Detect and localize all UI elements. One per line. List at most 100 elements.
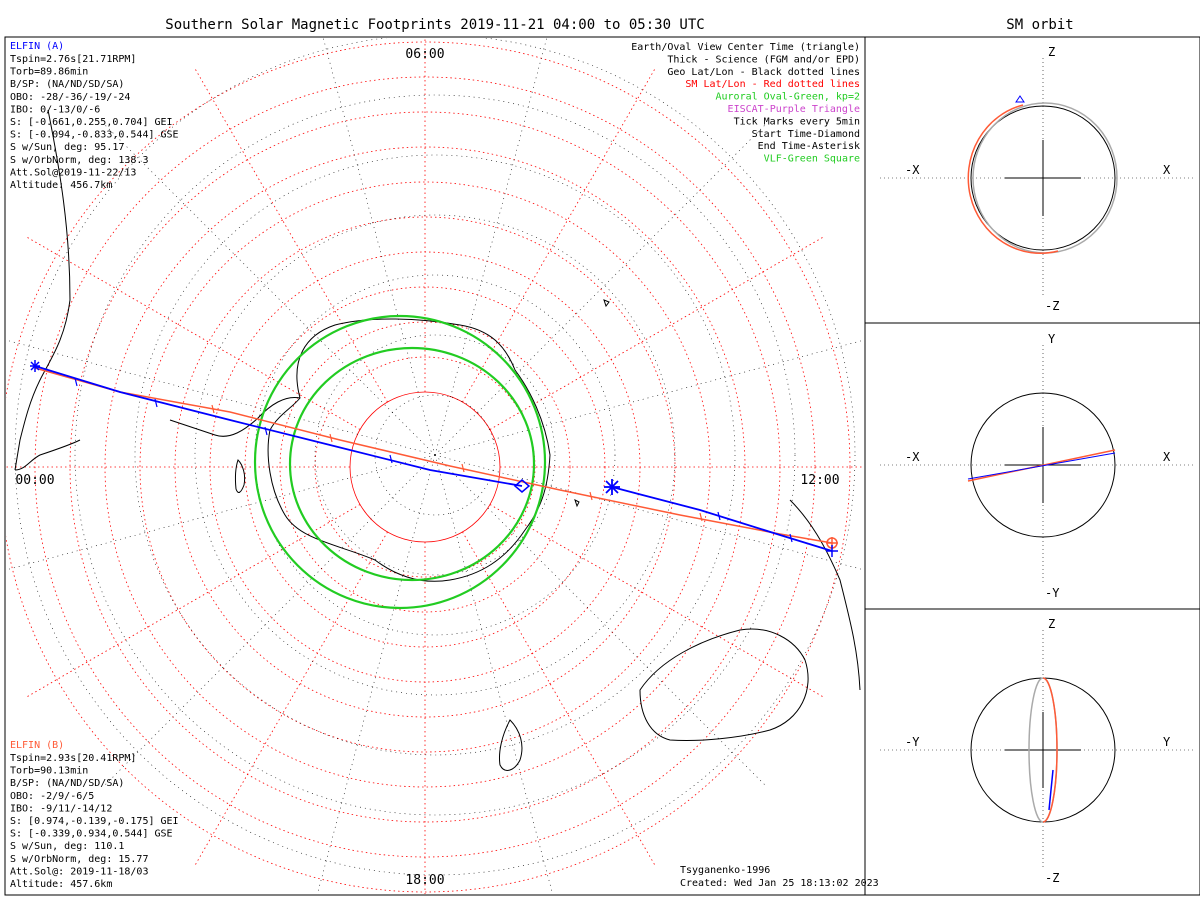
mlt-label-06: 06:00 (405, 47, 444, 62)
sm-latitude-circle (314, 356, 536, 578)
footprint-tracks (30, 360, 838, 557)
elfin-a-info-line: B/SP: (NA/ND/SD/SA) (10, 79, 124, 90)
geo-latitude-circle (74, 94, 796, 816)
geo-longitude-line (102, 122, 436, 456)
elfin-a-ticks (74, 377, 793, 543)
elfin-a-science-segment (1048, 769, 1054, 811)
orbit-title: SM orbit (1006, 17, 1073, 33)
geo-grid (6, 38, 864, 894)
legend-item: Auroral Oval-Green, kp=2 (716, 92, 861, 103)
mlt-label-00: 00:00 (15, 473, 54, 488)
elfin-a-name: ELFIN (A) (10, 41, 64, 52)
orbit-axis-top: Z (1048, 617, 1055, 631)
elfin-b-info-line: Tspin=2.93s[20.41RPM] (10, 753, 136, 764)
peninsula-coastline (169, 396, 301, 437)
elfin-a-track (34, 365, 523, 487)
sm-latitude-circle (174, 216, 676, 718)
legend-item: SM Lat/Lon - Red dotted lines (685, 79, 860, 90)
orbit-panel: Y -Y -X X (880, 332, 1195, 600)
africa-coastline (789, 499, 861, 691)
elfin-a-info-line: Att.Sol@2019-11-22/13 (10, 167, 136, 178)
elfin-b-info: ELFIN (B) Tspin=2.93s[20.41RPM] Torb=90.1… (10, 740, 179, 890)
sm-longitude-line (194, 68, 388, 403)
orbit-axis-top: Z (1048, 45, 1055, 59)
geo-longitude-line (322, 38, 436, 456)
legend-item: Earth/Oval View Center Time (triangle) (631, 42, 860, 53)
sm-latitude-circle (69, 111, 781, 823)
geo-longitude-line (317, 454, 436, 894)
elfin-b-info-line: S w/Sun, deg: 110.1 (10, 841, 124, 852)
elfin-b-name: ELFIN (B) (10, 740, 64, 751)
elfin-a-info-line: S: [-0.094,-0.833,0.544] GSE (10, 130, 179, 141)
orbit-panels: Z -Z -X X Y -Y -X X Z -Z -Y Y (880, 45, 1195, 885)
figure-title: Southern Solar Magnetic Footprints 2019-… (165, 17, 704, 33)
orbit-axis-right: X (1163, 163, 1171, 177)
elfin-a-track-end (826, 545, 838, 557)
elfin-a-orbit (967, 452, 1116, 480)
orbit-axis-bottom: -Z (1045, 871, 1059, 885)
geo-longitude-line (434, 454, 864, 571)
sm-longitude-line (194, 531, 388, 866)
auroral-oval-outer (253, 314, 547, 610)
elfin-a-info-line: OBO: -28/-36/-19/-24 (10, 92, 130, 103)
elfin-b-orbit (1042, 677, 1058, 823)
elfin-b-info-line: S w/OrbNorm, deg: 15.77 (10, 854, 148, 865)
created-label: Created: Wed Jan 25 18:13:02 2023 (680, 878, 879, 889)
elfin-b-ticks (211, 404, 703, 522)
elfin-b-info-line: Altitude: 457.6km (10, 879, 112, 890)
south-america-coastline (14, 109, 71, 471)
elfin-a-info: ELFIN (A) Tspin=2.76s[21.71RPM] Torb=89.8… (10, 41, 179, 191)
elfin-a-info-line: S: [-0.661,0.255,0.704] GEI (10, 117, 173, 128)
elfin-a-start-diamond (513, 479, 531, 493)
geo-longitude-line (6, 454, 436, 571)
orbit-axis-right: Y (1163, 735, 1171, 749)
island-3 (234, 459, 246, 493)
island-2 (574, 499, 580, 508)
geo-latitude-circle (134, 154, 736, 756)
geo-longitude-line (434, 122, 768, 456)
geo-latitude-circle (374, 394, 496, 516)
mlt-label-12: 12:00 (800, 473, 839, 488)
island-1 (603, 299, 610, 308)
orbit-axis-left: -X (905, 163, 920, 177)
orbit-axis-top: Y (1048, 332, 1056, 346)
elfin-a-info-line: Tspin=2.76s[21.71RPM] (10, 54, 136, 65)
sm-latitude-circle (209, 251, 641, 683)
geo-longitude-line (434, 454, 768, 788)
orbit-triangle-marker (1015, 95, 1025, 103)
auroral-oval-inner (288, 346, 536, 582)
legend-item: Start Time-Diamond (752, 129, 860, 140)
legend-item: VLF-Green Square (764, 154, 860, 165)
geo-longitude-line (6, 339, 436, 456)
geo-latitude-circle (14, 38, 856, 876)
orbit-axis-bottom: -Z (1045, 299, 1059, 313)
australia-coastline (639, 628, 809, 742)
polar-map (6, 38, 864, 894)
mlt-label-18: 18:00 (405, 873, 444, 888)
geo-longitude-line (102, 454, 436, 788)
elfin-a-info-line: S w/OrbNorm, deg: 138.3 (10, 155, 148, 166)
orbit-panel: Z -Z -Y Y (880, 617, 1195, 885)
sm-longitude-line (462, 68, 656, 403)
sm-latitude-circle (279, 321, 571, 613)
elfin-a-info-line: Torb=89.86min (10, 67, 88, 78)
elfin-b-info-line: Torb=90.13min (10, 766, 88, 777)
orbit-frame (864, 36, 1200, 896)
legend-item: EISCAT-Purple Triangle (728, 104, 860, 115)
elfin-b-info-line: OBO: -2/9/-6/5 (10, 791, 94, 802)
elfin-b-info-line: B/SP: (NA/ND/SD/SA) (10, 778, 124, 789)
elfin-a-track-start (30, 360, 40, 372)
sm-longitude-line (462, 531, 656, 866)
elfin-a-info-line: Altitude: 456.7km (10, 180, 112, 191)
orbit-axis-left: -Y (905, 735, 920, 749)
earth-circle (970, 105, 1116, 251)
elfin-b-track (34, 367, 833, 544)
sm-latitude-circle (104, 146, 746, 788)
legend: Earth/Oval View Center Time (triangle)Th… (631, 42, 860, 165)
elfin-a-info-line: IBO: 0/-13/0/-6 (10, 104, 100, 115)
elfin-a-info-line: S w/Sun, deg: 95.17 (10, 142, 124, 153)
model-label: Tsyganenko-1996 (680, 865, 770, 876)
legend-item: Tick Marks every 5min (734, 116, 860, 127)
south-america-east (14, 439, 81, 471)
